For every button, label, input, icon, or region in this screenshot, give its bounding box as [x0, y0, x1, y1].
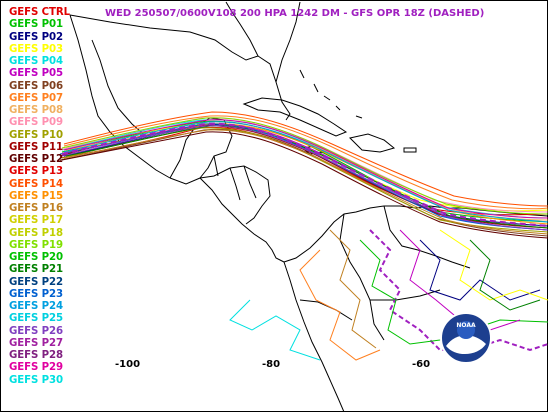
legend-entry: GEFS P04 [9, 56, 64, 67]
legend-entry: GEFS P25 [9, 313, 64, 325]
ensemble-contours [59, 111, 548, 239]
legend-entry: GEFS P16 [9, 203, 64, 214]
ensemble-legend: GEFS CTRL GEFS P01 GEFS P02 GEFS P03 GEF… [9, 7, 70, 387]
legend-entry: GEFS P12 [9, 154, 64, 165]
legend-entry: GEFS P26 [9, 325, 64, 337]
legend-entry: GEFS P21 [9, 264, 64, 276]
longitude-label: -100 [115, 359, 141, 370]
legend-entry: GEFS P05 [9, 68, 64, 80]
legend-entry: GEFS P29 [9, 362, 64, 374]
legend-entry: GEFS P08 [9, 105, 64, 116]
legend-entry: GEFS P03 [9, 43, 64, 55]
legend-entry: GEFS P23 [9, 288, 64, 300]
legend-entry: GEFS P30 [9, 374, 64, 386]
legend-entry: GEFS P07 [9, 92, 64, 104]
legend-entry: GEFS P17 [9, 215, 64, 227]
legend-entry: GEFS P27 [9, 337, 64, 349]
map-title: WED 250507/0600V108 200 HPA 1242 DM - GF… [105, 8, 485, 19]
legend-entry: GEFS P20 [9, 252, 64, 263]
legend-entry: GEFS P22 [9, 276, 64, 288]
ensemble-contours-south [229, 229, 548, 361]
noaa-logo: NOAA [440, 312, 492, 364]
legend-entry: GEFS P06 [9, 80, 64, 92]
legend-entry: GEFS P19 [9, 239, 64, 251]
legend-entry: GEFS P02 [9, 31, 64, 43]
legend-entry: GEFS P13 [9, 166, 64, 178]
legend-entry: GEFS P10 [9, 129, 64, 141]
legend-entry: GEFS P28 [9, 350, 64, 361]
legend-entry: GEFS CTRL [9, 7, 71, 18]
legend-entry: GEFS P18 [9, 227, 64, 239]
legend-entry: GEFS P11 [9, 141, 64, 153]
legend-entry: GEFS P15 [9, 190, 64, 202]
svg-text:NOAA: NOAA [456, 322, 476, 329]
legend-entry: GEFS P24 [9, 301, 64, 312]
legend-entry: GEFS P01 [9, 19, 64, 31]
legend-entry: GEFS P14 [9, 178, 64, 190]
longitude-label: -80 [262, 359, 281, 370]
longitude-label: -60 [412, 359, 431, 370]
legend-entry: GEFS P09 [9, 117, 64, 129]
